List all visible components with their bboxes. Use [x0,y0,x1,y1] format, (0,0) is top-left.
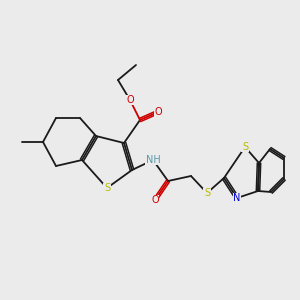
Text: H: H [149,155,157,165]
Text: NH: NH [146,155,160,165]
Text: O: O [151,195,159,205]
Text: S: S [242,142,248,152]
Text: S: S [104,183,110,193]
Text: O: O [126,95,134,105]
Text: S: S [204,188,210,198]
Text: O: O [154,107,162,117]
Text: N: N [233,193,241,203]
